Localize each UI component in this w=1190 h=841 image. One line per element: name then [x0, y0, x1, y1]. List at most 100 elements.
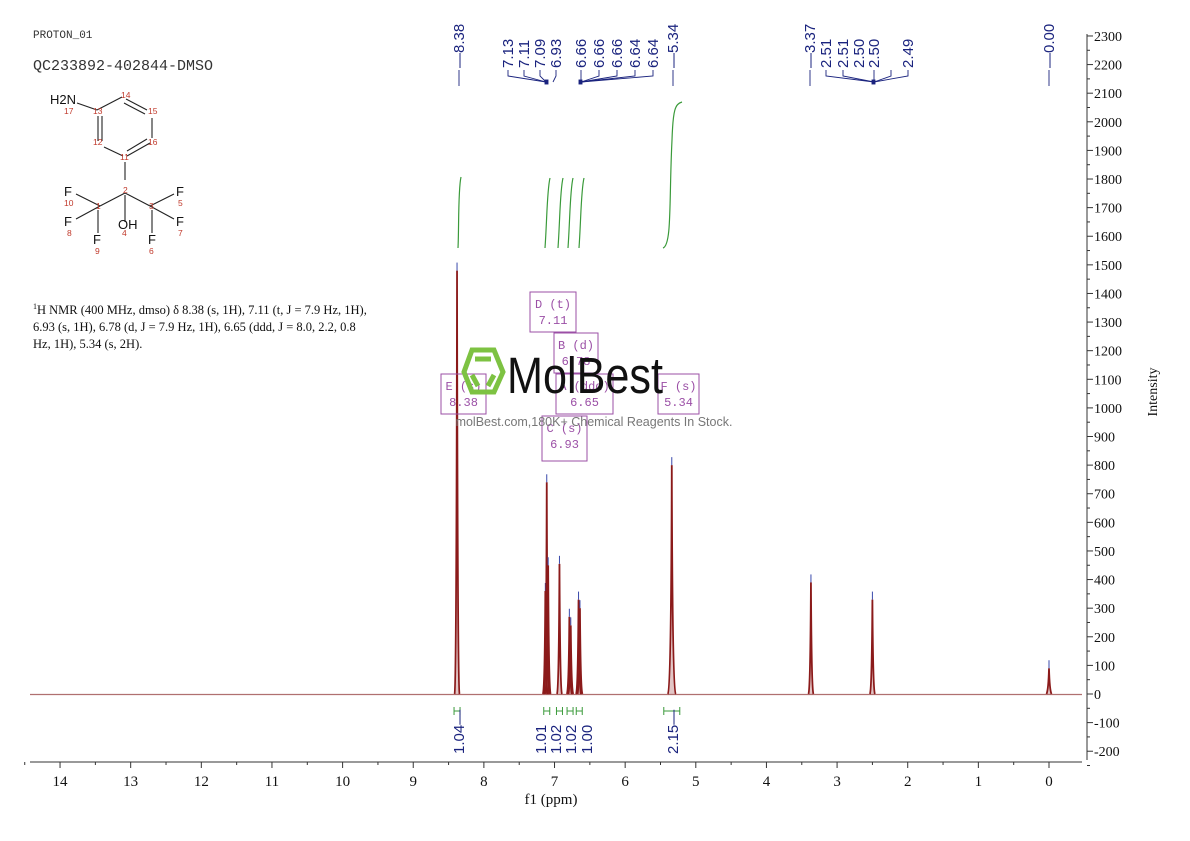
atom-label: F [176, 184, 184, 199]
peak-shift-label: 6.66 [609, 39, 626, 68]
atom-number: 17 [64, 106, 74, 116]
spectrum-peak [869, 599, 876, 695]
y-tick-label: 1800 [1094, 173, 1122, 188]
peak-shift-label: 2.51 [818, 39, 835, 68]
peak-shift-label: 7.13 [500, 39, 517, 68]
x-tick-label: 14 [53, 774, 69, 790]
peak-labels: —8.38 7.13 7.11 7.09 6.93 6.66 6.66 6.66 6.64 6.6… [451, 24, 1058, 68]
x-tick-label: 8 [480, 774, 488, 790]
peak-shift-label: —5.34 [665, 24, 682, 68]
atom-label: F [148, 232, 156, 247]
x-tick-label: 7 [551, 774, 559, 790]
experiment-name: PROTON_01 [33, 30, 93, 42]
integral-curves [457, 101, 683, 249]
atom-label: H2N [50, 92, 76, 107]
x-axis-label: f1 (ppm) [525, 792, 578, 808]
atom-label: F [93, 232, 101, 247]
svg-text:8.38: 8.38 [449, 396, 478, 410]
x-tick-label: 9 [409, 774, 417, 790]
y-tick-label: 2000 [1094, 116, 1122, 131]
svg-text:B (d): B (d) [558, 339, 594, 353]
y-tick-label: 1500 [1094, 259, 1122, 274]
atom-label: F [176, 214, 184, 229]
x-tick-label: 6 [621, 774, 629, 790]
molbest-tagline: molBest.com,180K+ Chemical Reagents In S… [456, 415, 733, 429]
peak-label-leaders [458, 70, 1050, 86]
spectrum-peak [453, 270, 461, 695]
molbest-brand: MolBest [507, 347, 663, 404]
multiplet-box: D (t) 7.11 [529, 291, 577, 333]
atom-number: 11 [120, 152, 129, 162]
nmr-description: 1H NMR (400 MHz, dmso) δ 8.38 (s, 1H), 7… [33, 298, 373, 353]
x-tick-label: 0 [1045, 774, 1053, 790]
peak-shift-label: 7.09 [532, 39, 549, 68]
atom-label: F [64, 214, 72, 229]
y-tick-label: 500 [1094, 545, 1115, 560]
spectrum-peak [666, 465, 677, 695]
atom-number: 1 [96, 201, 101, 211]
y-tick-label: -200 [1094, 745, 1120, 760]
molecule-atom-numbers: 17 13 14 15 16 11 12 2 1 3 4 10 8 9 5 7 … [64, 90, 183, 256]
svg-text:C (s): C (s) [546, 422, 582, 436]
atom-number: 9 [95, 246, 100, 256]
spectrum-trace [30, 262, 1082, 696]
integral-value: 1.01 [533, 725, 550, 754]
y-tick-label: 200 [1094, 631, 1115, 646]
peak-shift-label: —3.37 [802, 24, 819, 68]
molecule-atom-labels: H2N F F F OH F F F [50, 92, 184, 247]
x-tick-label: 11 [265, 774, 279, 790]
peak-shift-label: 6.64 [645, 39, 662, 68]
y-tick-label: 1700 [1094, 202, 1122, 217]
y-tick-label: 300 [1094, 602, 1115, 617]
atom-number: 3 [149, 201, 154, 211]
peak-shift-label: 2.50 [851, 39, 868, 68]
y-tick-label: 800 [1094, 459, 1115, 474]
atom-number: 6 [149, 246, 154, 256]
atom-number: 8 [67, 228, 72, 238]
x-axis: 14 13 12 11 10 9 8 7 6 5 4 3 2 1 0 f1 (ppm) [24, 761, 1082, 808]
atom-number: 12 [93, 137, 103, 147]
atom-number: 10 [64, 198, 74, 208]
atom-number: 7 [178, 228, 183, 238]
y-tick-label: 2100 [1094, 87, 1122, 102]
y-tick-label: 2300 [1094, 30, 1122, 45]
x-tick-label: 5 [692, 774, 700, 790]
y-tick-label: -100 [1094, 717, 1120, 732]
peak-shift-label: —8.38 [451, 24, 468, 68]
atom-number: 15 [148, 106, 158, 116]
molecule-structure [75, 96, 175, 233]
y-tick-label: 600 [1094, 516, 1115, 531]
atom-number: 2 [123, 185, 128, 195]
integral-value: 1.00 [579, 725, 596, 754]
x-tick-label: 10 [335, 774, 350, 790]
y-tick-label: 0 [1094, 688, 1101, 703]
atom-number: 5 [178, 198, 183, 208]
y-tick-label: 1000 [1094, 402, 1122, 417]
y-tick-label: 900 [1094, 431, 1115, 446]
y-axis-label: Intensity [1146, 368, 1161, 417]
x-tick-label: 1 [975, 774, 983, 790]
multiplet-box: B (d) 6.78 [553, 332, 599, 374]
x-tick-label: 3 [833, 774, 841, 790]
spectrum-peak [807, 582, 815, 695]
multiplet-annotations: D (t)7.11B (d)6.78E (s)8.38A (ddd)6.65F … [440, 291, 700, 462]
atom-label: F [64, 184, 72, 199]
multiplet-box: C (s) 6.93 [541, 415, 588, 462]
peak-shift-label: 2.51 [835, 39, 852, 68]
spectrum-peak [1045, 668, 1053, 695]
y-tick-label: 400 [1094, 574, 1115, 589]
peak-shift-label: 2.49 [900, 39, 917, 68]
svg-text:6.78: 6.78 [562, 355, 591, 369]
svg-text:6.93: 6.93 [550, 438, 579, 452]
y-tick-label: 1600 [1094, 230, 1122, 245]
peak-shift-label: 6.66 [573, 39, 590, 68]
y-tick-label: 100 [1094, 659, 1115, 674]
y-tick-label: 1900 [1094, 144, 1122, 159]
peak-shift-label: 2.50 [866, 39, 883, 68]
integral-value: 1.02 [548, 725, 565, 754]
x-tick-label: 4 [763, 774, 771, 790]
svg-text:F (s): F (s) [660, 380, 696, 394]
sample-id: QC233892-402844-DMSO [33, 58, 214, 75]
atom-number: 4 [122, 228, 127, 238]
